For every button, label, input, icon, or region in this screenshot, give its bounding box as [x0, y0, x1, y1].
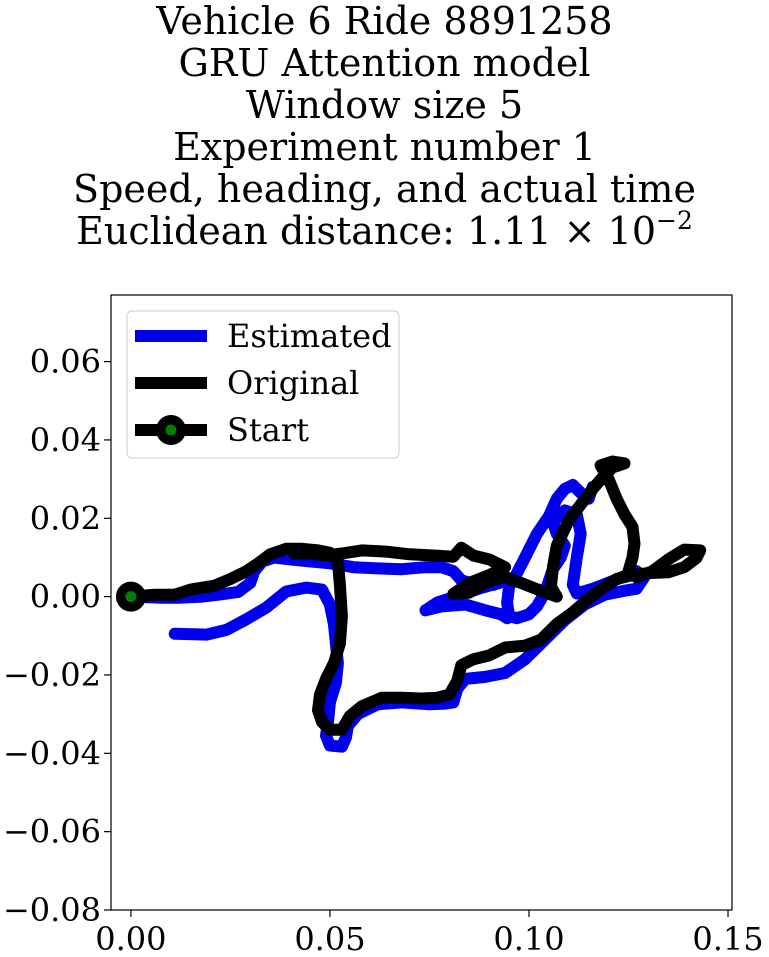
title-line-1: Vehicle 6 Ride 8891258	[156, 0, 613, 43]
y-tick-label: 0.04	[30, 421, 101, 459]
series-line-original-2	[124, 455, 707, 736]
title-line-5: Speed, heading, and actual time	[73, 167, 696, 211]
y-tick-label: −0.04	[3, 734, 101, 772]
series-layer	[124, 455, 707, 753]
euclidean-base: 10	[607, 209, 656, 253]
y-tick-label: −0.06	[3, 813, 101, 851]
title-line-4: Experiment number 1	[173, 125, 596, 169]
y-tick-label: 0.06	[30, 343, 101, 381]
legend-box	[126, 310, 400, 459]
y-tick-label: 0.02	[30, 499, 101, 537]
x-tick-label: 0.10	[493, 920, 564, 957]
x-tick-label: 0.05	[294, 920, 365, 957]
x-tick-label: 0.15	[692, 920, 763, 957]
title-line-3: Window size 5	[245, 83, 524, 127]
legend-label-original: Original	[227, 364, 359, 402]
euclidean-distance-line: Euclidean distance: 1.11 × 10−2	[0, 208, 769, 253]
start-layer	[115, 581, 146, 612]
euclidean-prefix: Euclidean distance: 1.11	[76, 209, 552, 253]
axes-frame	[110, 294, 733, 911]
legend-label-start: Start	[227, 411, 309, 449]
chart-title: Vehicle 6 Ride 8891258 GRU Attention mod…	[0, 0, 769, 252]
series-line-estimated-1	[124, 551, 520, 625]
ticks-layer: 0.00 0.05 0.10 0.15 0.06 0.04 0.02 0.00 −0.02 −0.…	[3, 343, 764, 957]
x-tick-label: 0.00	[95, 920, 166, 957]
title-line-2: GRU Attention model	[178, 41, 591, 85]
y-tick-label: 0.00	[30, 578, 101, 616]
legend-marker-inner	[165, 424, 177, 436]
y-tick-label: −0.02	[3, 656, 101, 694]
start-marker-inner	[125, 591, 137, 603]
euclidean-exponent: −2	[656, 206, 693, 235]
legend: Estimated Original Start	[126, 310, 400, 459]
euclidean-times: ×	[563, 209, 596, 253]
y-tick-label: −0.08	[3, 891, 101, 929]
legend-label-estimated: Estimated	[227, 317, 392, 355]
